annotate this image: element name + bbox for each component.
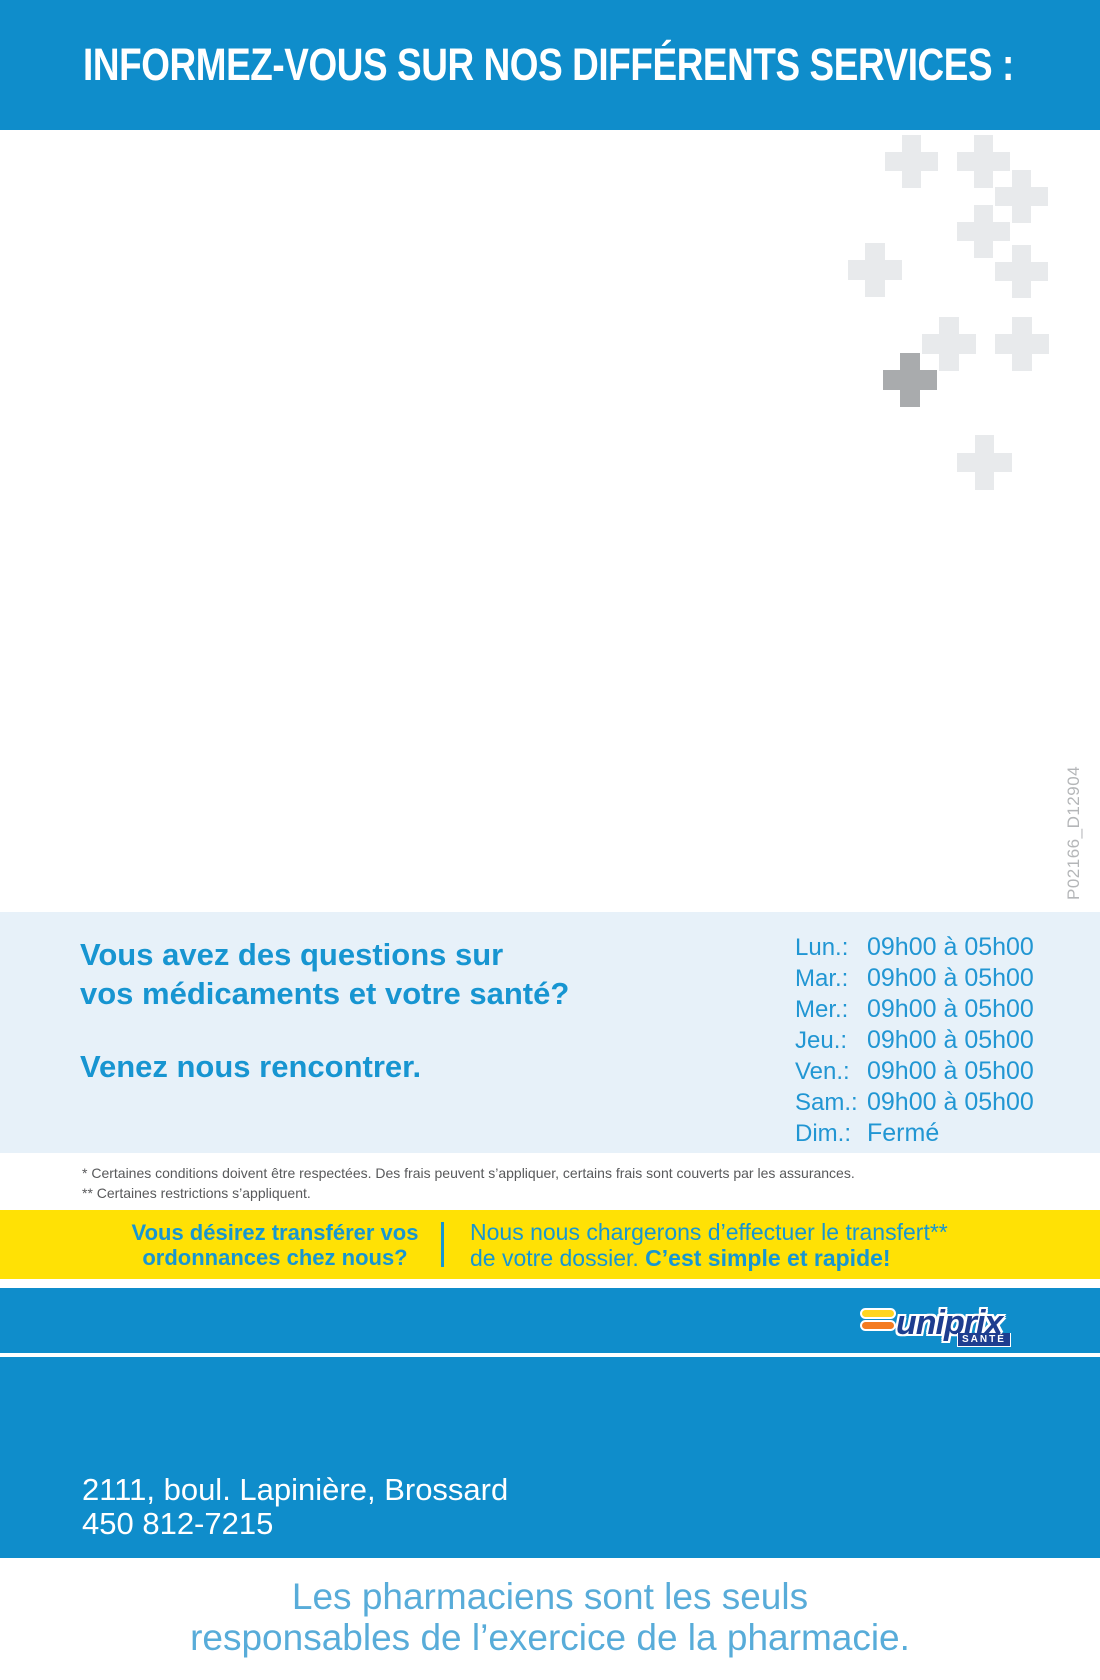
plus-cross-icon [883,353,937,407]
footer: uniprix SANTÉ 2111, boul. Lapinière, Bro… [0,1288,1100,1558]
hours-row: Ven.: 09h00 à 05h00 [795,1056,1034,1087]
hours-row: Lun.: 09h00 à 05h00 [795,932,1034,963]
hours-row: Jeu.: 09h00 à 05h00 [795,1025,1034,1056]
hours-value: 09h00 à 05h00 [867,964,1034,992]
day-label: Dim.: [795,1119,851,1147]
footer-divider-line [0,1353,1100,1357]
hours-value: 09h00 à 05h00 [867,1026,1034,1054]
store-phone: 450 812-7215 [82,1506,274,1541]
logo-bars-icon [860,1308,896,1334]
info-band: Vous avez des questions sur vos médicame… [0,912,1100,1153]
day-label: Ven.: [795,1057,850,1085]
hours-value: 09h00 à 05h00 [867,1057,1034,1085]
plus-cross-icon [922,317,976,371]
legal-notice: Les pharmaciens sont les seuls responsab… [0,1576,1100,1658]
day-label: Sam.: [795,1088,858,1116]
transfer-question-line-2: ordonnances chez nous? [142,1244,408,1270]
store-address: 2111, boul. Lapinière, Brossard [82,1472,509,1507]
plus-cross-icon [957,435,1012,490]
hours-row: Dim.: Fermé [795,1118,1034,1149]
disclaimer-line-1: * Certaines conditions doivent être resp… [82,1165,855,1181]
hours-row: Mer.: 09h00 à 05h00 [795,994,1034,1025]
hours-value: 09h00 à 05h00 [867,1088,1034,1116]
question-line-2: vos médicaments et votre santé? [80,976,570,1011]
questions-block: Vous avez des questions sur vos médicame… [80,935,569,1085]
hours-value: 09h00 à 05h00 [867,933,1034,961]
hours-row: Sam.: 09h00 à 05h00 [795,1087,1034,1118]
logo-sante-text: SANTÉ [957,1333,1011,1347]
transfer-question: Vous désirez transférer vos ordonnances … [110,1210,440,1279]
day-label: Mer.: [795,995,849,1023]
disclaimer-block: * Certaines conditions doivent être resp… [82,1163,855,1203]
vertical-divider [441,1222,444,1267]
transfer-answer-line-2: de votre dossier. C’est simple et rapide… [470,1244,891,1271]
plus-cross-icon [995,317,1049,371]
hours-row: Mar.: 09h00 à 05h00 [795,963,1034,994]
meet-us-line: Venez nous rencontrer. [80,1049,422,1084]
day-label: Jeu.: [795,1026,848,1054]
day-label: Mar.: [795,964,849,992]
plus-cross-icon [885,135,938,188]
legal-line-2: responsables de l’exercice de la pharmac… [190,1617,910,1658]
plus-cross-icon [995,170,1048,223]
hours-value: 09h00 à 05h00 [867,995,1034,1023]
print-code: P02166_D12904 [1064,765,1083,900]
hours-value: Fermé [867,1119,940,1147]
question-line-1: Vous avez des questions sur [80,937,504,972]
plus-cross-icon [957,205,1010,258]
day-label: Lun.: [795,933,849,961]
plus-cross-icon [995,245,1048,298]
page-title: INFORMEZ-VOUS SUR NOS DIFFÉRENTS SERVICE… [83,39,1014,90]
store-contact-block: 2111, boul. Lapinière, Brossard 450 812-… [82,1473,508,1541]
header-banner: INFORMEZ-VOUS SUR NOS DIFFÉRENTS SERVICE… [0,0,1100,130]
transfer-question-line-1: Vous désirez transférer vos [131,1219,419,1245]
transfer-answer-line-1: Nous nous chargerons d’effectuer le tran… [470,1218,948,1245]
disclaimer-line-2: ** Certaines restrictions s’appliquent. [82,1185,311,1201]
plus-cross-icon [848,243,902,297]
transfer-band: Vous désirez transférer vos ordonnances … [0,1210,1100,1279]
uniprix-logo: uniprix SANTÉ [860,1304,1020,1347]
hours-table: Lun.: 09h00 à 05h00 Mar.: 09h00 à 05h00 Me… [795,932,1034,1149]
transfer-answer: Nous nous chargerons d’effectuer le tran… [470,1210,948,1279]
legal-line-1: Les pharmaciens sont les seuls [291,1576,809,1617]
plus-cross-icon [957,135,1010,188]
